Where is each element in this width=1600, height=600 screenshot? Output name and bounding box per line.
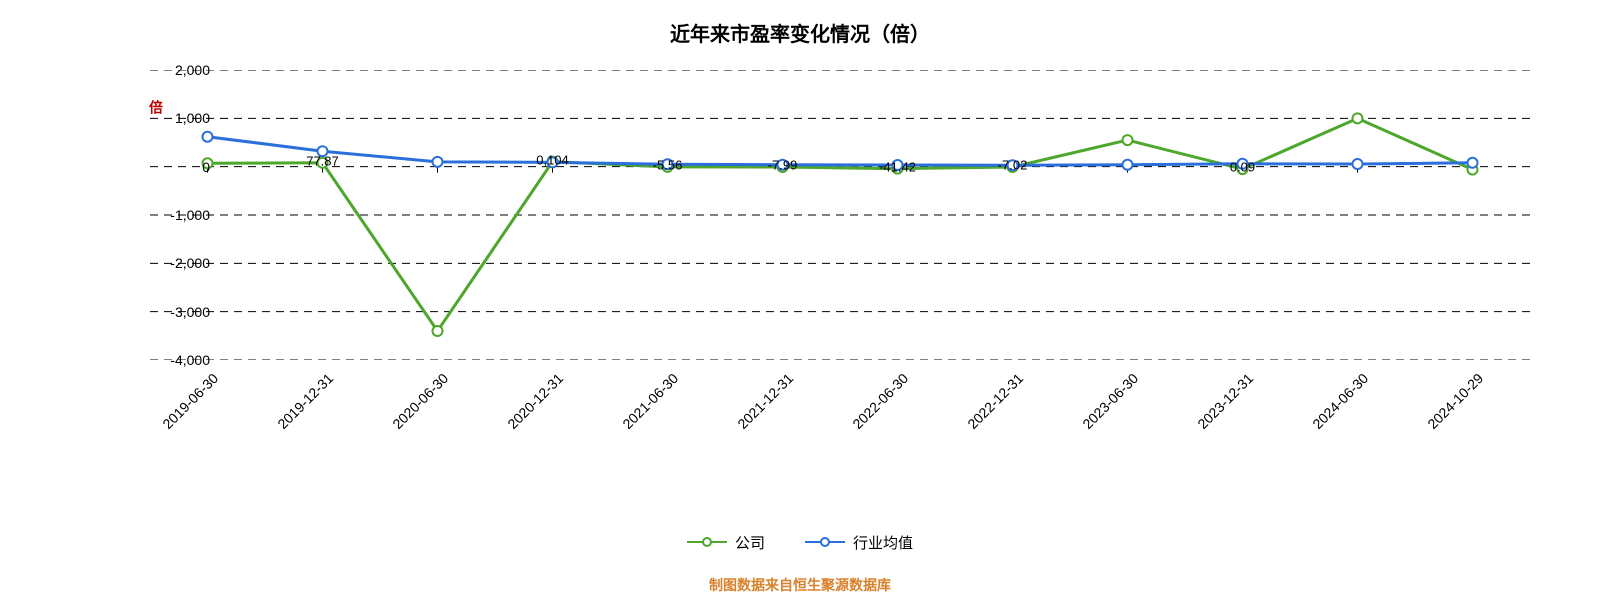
y-tick-label: 1,000: [140, 110, 210, 126]
legend: 公司 行业均值: [0, 530, 1600, 553]
x-tick-label: 2023-12-31: [1160, 370, 1256, 466]
x-tick-label: 2021-12-31: [700, 370, 796, 466]
x-tick-label: 2023-06-30: [1045, 370, 1141, 466]
series-marker: [1353, 113, 1363, 123]
series-marker: [203, 132, 213, 142]
x-tick-label: 2019-06-30: [125, 370, 221, 466]
y-tick-label: 0: [140, 159, 210, 175]
legend-item: 行业均值: [805, 532, 913, 553]
y-tick-label: 2,000: [140, 62, 210, 78]
series-marker: [1123, 135, 1133, 145]
data-label: 77.87: [306, 153, 339, 168]
legend-item: 公司: [687, 532, 765, 553]
legend-label: 公司: [735, 532, 765, 553]
series-marker: [433, 157, 443, 167]
y-tick-label: -2,000: [140, 255, 210, 271]
legend-line-icon: [805, 541, 845, 543]
data-label: -5.56: [653, 157, 683, 172]
series-line: [208, 118, 1473, 331]
legend-line-icon: [687, 541, 727, 543]
series-marker: [1353, 159, 1363, 169]
legend-marker-icon: [702, 537, 712, 547]
y-tick-label: -3,000: [140, 304, 210, 320]
data-label: -41.42: [879, 159, 916, 174]
x-tick-label: 2020-06-30: [355, 370, 451, 466]
x-tick-label: 2019-12-31: [240, 370, 336, 466]
data-label: 0,104: [536, 152, 569, 167]
legend-marker-icon: [820, 537, 830, 547]
series-marker: [1468, 158, 1478, 168]
y-tick-label: -4,000: [140, 352, 210, 368]
x-tick-label: 2024-10-29: [1390, 370, 1486, 466]
x-tick-label: 2021-06-30: [585, 370, 681, 466]
legend-label: 行业均值: [853, 532, 913, 553]
footer-note: 制图数据来自恒生聚源数据库: [0, 575, 1600, 595]
data-label: -7.99: [768, 158, 798, 173]
data-label: -7.02: [998, 158, 1028, 173]
x-tick-label: 2020-12-31: [470, 370, 566, 466]
series-marker: [1123, 160, 1133, 170]
x-tick-label: 2022-12-31: [930, 370, 1026, 466]
chart-title: 近年来市盈率变化情况（倍）: [0, 0, 1600, 47]
x-tick-label: 2022-06-30: [815, 370, 911, 466]
x-tick-label: 2024-06-30: [1275, 370, 1371, 466]
data-label: 0.09: [1230, 160, 1255, 175]
y-tick-label: -1,000: [140, 207, 210, 223]
series-marker: [433, 326, 443, 336]
chart-plot: [150, 70, 1530, 360]
